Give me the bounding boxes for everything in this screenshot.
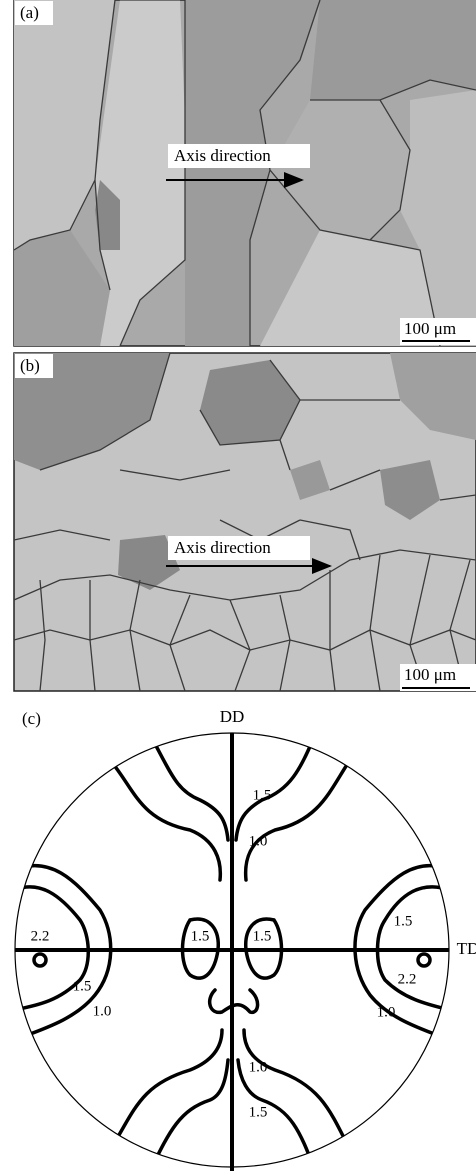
contour-label: 1.5 (191, 928, 210, 944)
figure: (a) Axis direction 100 μm (b) (0, 0, 476, 1171)
micrograph-a: (a) Axis direction 100 μm (14, 0, 476, 346)
contour-label: 1.5 (394, 913, 413, 929)
contour-label: 1.0 (249, 833, 268, 849)
contour-label: 1.5 (73, 978, 92, 994)
panel-label: (c) (22, 709, 41, 728)
pole-figure: (c) DD TD 1.5 1.0 1.5 (14, 707, 476, 1171)
arrow-label: Axis direction (174, 538, 271, 557)
panel-label: (b) (20, 356, 40, 375)
contour-label: 1.5 (249, 1104, 268, 1120)
page: (a) Axis direction 100 μm (b) (0, 0, 476, 1171)
contour-label: 2.2 (398, 971, 417, 987)
micrograph-b: (b) Axis direction 100 μm (14, 353, 476, 691)
contour-label: 1.0 (93, 1003, 112, 1019)
contour-label: 1.0 (377, 1004, 396, 1020)
axis-label: TD (457, 939, 476, 958)
contour-label: 2.2 (31, 928, 50, 944)
contour-label: 1.5 (253, 928, 272, 944)
panel-label: (a) (20, 3, 39, 22)
contour-label: 1.5 (253, 787, 272, 803)
arrow-label: Axis direction (174, 146, 271, 165)
contour-label: 1.0 (249, 1059, 268, 1075)
scale-bar-label: 100 μm (404, 319, 456, 338)
axis-label: DD (220, 707, 245, 726)
scale-bar-label: 100 μm (404, 665, 456, 684)
